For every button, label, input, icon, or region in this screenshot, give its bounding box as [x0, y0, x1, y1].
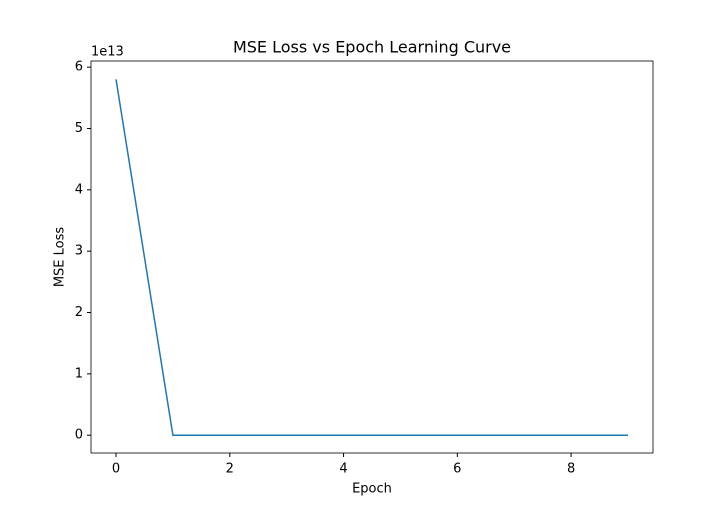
- y-offset-label: 1e13: [91, 45, 124, 60]
- y-tick-label: 3: [75, 244, 83, 259]
- x-tick-label: 0: [112, 462, 120, 477]
- x-tick-label: 6: [453, 462, 461, 477]
- data-line: [115, 79, 628, 436]
- x-tick-label: 8: [567, 462, 575, 477]
- y-tick-label: 1: [75, 366, 83, 381]
- plot-frame: [90, 60, 654, 454]
- y-tick-label: 0: [75, 428, 83, 443]
- y-tick-label: 6: [75, 60, 83, 75]
- y-tick-label: 5: [75, 121, 83, 136]
- y-tick-label: 2: [75, 305, 83, 320]
- chart-title: MSE Loss vs Epoch Learning Curve: [233, 38, 511, 57]
- x-tick-label: 2: [226, 462, 234, 477]
- x-tick-label: 4: [339, 462, 347, 477]
- y-tick-label: 4: [75, 182, 83, 197]
- x-axis-label: Epoch: [352, 482, 392, 497]
- y-axis-label: MSE Loss: [53, 227, 68, 288]
